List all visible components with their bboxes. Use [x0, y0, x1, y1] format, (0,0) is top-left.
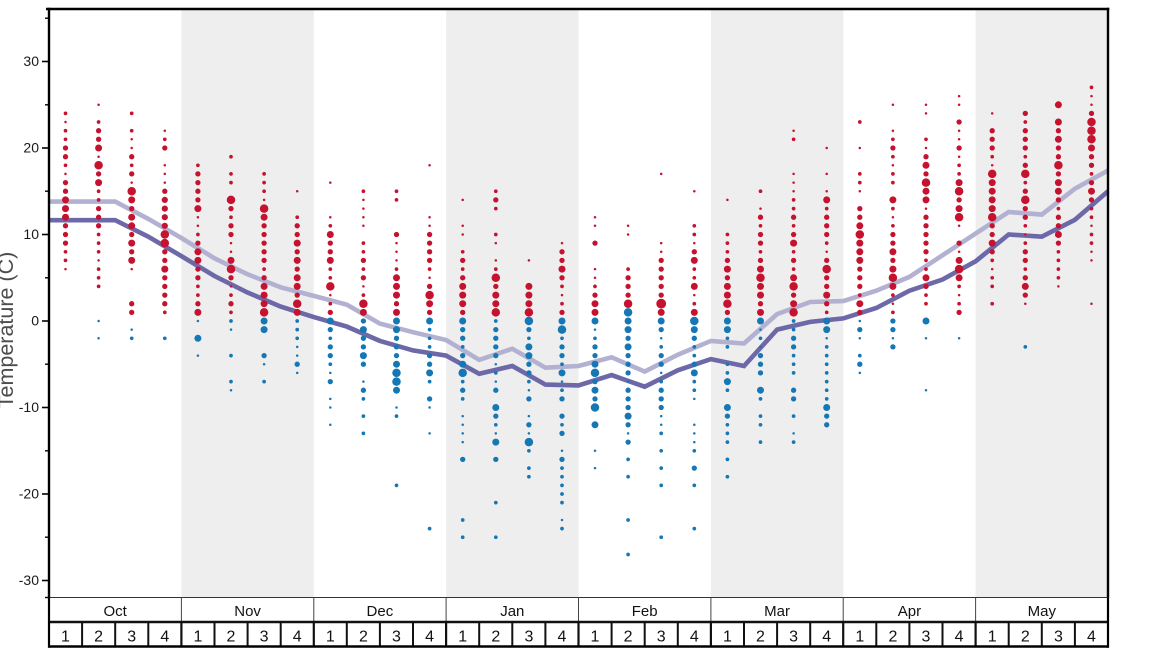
svg-text:-20: -20	[19, 486, 39, 502]
svg-text:1: 1	[988, 629, 997, 646]
svg-text:Oct: Oct	[104, 603, 128, 620]
svg-text:1: 1	[61, 629, 70, 646]
svg-text:10: 10	[23, 226, 39, 242]
svg-text:4: 4	[822, 629, 831, 646]
svg-text:3: 3	[260, 629, 269, 646]
svg-text:Dec: Dec	[367, 603, 394, 620]
svg-text:1: 1	[326, 629, 335, 646]
svg-text:2: 2	[359, 629, 368, 646]
svg-text:3: 3	[657, 629, 666, 646]
svg-text:4: 4	[160, 629, 169, 646]
svg-text:1: 1	[458, 629, 467, 646]
svg-text:20: 20	[23, 140, 39, 156]
svg-text:3: 3	[789, 629, 798, 646]
svg-text:2: 2	[888, 629, 897, 646]
svg-text:3: 3	[922, 629, 931, 646]
svg-text:-30: -30	[19, 572, 39, 588]
svg-text:Feb: Feb	[632, 603, 658, 620]
svg-text:0: 0	[31, 313, 39, 329]
svg-text:3: 3	[1054, 629, 1063, 646]
svg-text:Jan: Jan	[500, 603, 524, 620]
svg-text:2: 2	[1021, 629, 1030, 646]
svg-text:1: 1	[723, 629, 732, 646]
svg-text:Temperature (C): Temperature (C)	[0, 252, 18, 409]
svg-text:2: 2	[94, 629, 103, 646]
svg-text:2: 2	[756, 629, 765, 646]
svg-text:3: 3	[524, 629, 533, 646]
svg-text:2: 2	[491, 629, 500, 646]
svg-text:Apr: Apr	[898, 603, 921, 620]
svg-text:2: 2	[227, 629, 236, 646]
svg-text:4: 4	[955, 629, 964, 646]
svg-text:1: 1	[591, 629, 600, 646]
svg-text:4: 4	[690, 629, 699, 646]
svg-text:4: 4	[293, 629, 302, 646]
svg-text:3: 3	[392, 629, 401, 646]
svg-text:2: 2	[624, 629, 633, 646]
svg-text:Mar: Mar	[764, 603, 790, 620]
svg-text:3: 3	[127, 629, 136, 646]
svg-text:-10: -10	[19, 399, 39, 415]
svg-text:30: 30	[23, 53, 39, 69]
svg-text:May: May	[1028, 603, 1057, 620]
svg-text:4: 4	[558, 629, 567, 646]
svg-text:4: 4	[1087, 629, 1096, 646]
svg-text:4: 4	[425, 629, 434, 646]
svg-text:1: 1	[193, 629, 202, 646]
svg-text:Nov: Nov	[234, 603, 261, 620]
svg-text:1: 1	[855, 629, 864, 646]
